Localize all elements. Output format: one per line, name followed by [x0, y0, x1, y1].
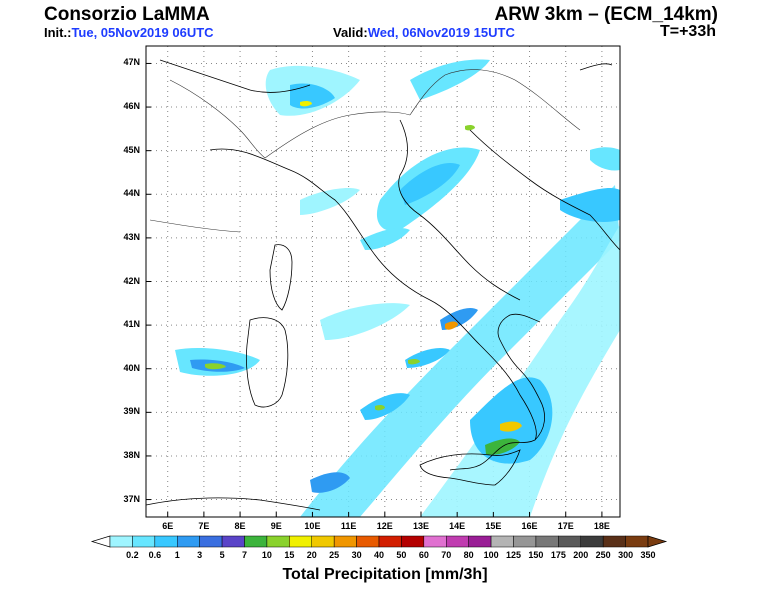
colorbar-swatch	[535, 535, 559, 548]
colorbar-label: 3	[197, 550, 203, 560]
colorbar-label: 15	[284, 550, 295, 560]
lon-tick-label: 13E	[412, 521, 429, 531]
lat-tick-label: 40N	[123, 362, 140, 373]
colorbar-swatch	[109, 535, 133, 548]
init-value: Tue, 05Nov2019 06UTC	[71, 25, 214, 40]
colorbar-swatch	[199, 535, 223, 548]
colorbar-swatch	[311, 535, 335, 548]
colorbar-title: Total Precipitation [mm/3h]	[282, 566, 488, 583]
forecast-step: T=+33h	[659, 23, 716, 40]
lat-tick-label: 46N	[123, 101, 140, 112]
colorbar-swatch	[558, 535, 581, 548]
lat-tick-label: 39N	[123, 406, 140, 417]
colorbar-swatch	[132, 535, 156, 548]
lat-tick-label: 41N	[123, 319, 140, 330]
colorbar-label: 250	[595, 550, 611, 560]
lon-tick-label: 17E	[557, 521, 574, 531]
lon-tick-label: 15E	[485, 521, 502, 531]
borders	[149, 69, 581, 233]
lon-tick-label: 11E	[340, 521, 357, 531]
colorbar-label: 7	[241, 550, 248, 560]
axis-ticks	[146, 62, 603, 517]
colorbar-label: 0.6	[148, 550, 162, 560]
colorbar-swatch	[221, 535, 245, 548]
colorbar-label: 10	[261, 550, 272, 560]
colorbar-swatch	[154, 535, 178, 548]
colorbar-label: 80	[463, 550, 474, 560]
colorbar-swatch	[356, 535, 380, 548]
colorbar-swatch	[580, 535, 604, 548]
lon-tick-label: 8E	[234, 521, 246, 531]
colorbar	[90, 535, 668, 548]
colorbar-label: 200	[573, 550, 589, 560]
colorbar-high-arrow	[647, 535, 668, 548]
colorbar-swatch	[266, 535, 290, 548]
lon-tick-label: 7E	[198, 521, 210, 531]
organization-title: Consorzio LaMMA	[44, 4, 210, 25]
init-label: Init.:	[44, 25, 72, 40]
lon-tick-label: 10E	[304, 521, 321, 531]
colorbar-label: 25	[329, 550, 340, 560]
colorbar-label: 40	[373, 550, 385, 560]
colorbar-label: 60	[418, 550, 429, 560]
lat-tick-label: 47N	[123, 57, 140, 68]
lat-tick-label: 43N	[123, 231, 140, 242]
lat-tick-label: 37N	[123, 493, 140, 504]
lat-tick-label: 42N	[123, 275, 140, 286]
colorbar-label: 350	[640, 550, 656, 560]
lat-tick-label: 45N	[123, 144, 140, 155]
init-time: Init.:Tue, 05Nov2019 06UTC	[44, 25, 214, 40]
valid-label: Valid:	[333, 25, 368, 40]
colorbar-swatch	[490, 535, 514, 548]
colorbar-swatch	[177, 535, 200, 548]
colorbar-swatch	[333, 535, 357, 548]
colorbar-label: 50	[396, 550, 407, 560]
colorbar-swatch	[602, 535, 626, 548]
lon-tick-label: 14E	[449, 521, 466, 531]
lon-tick-label: 9E	[270, 521, 282, 531]
colorbar-label: 0.2	[126, 550, 139, 560]
colorbar-swatch	[446, 535, 469, 548]
colorbar-label: 5	[219, 550, 225, 560]
colorbar-swatch	[289, 535, 313, 548]
precipitation-field	[175, 59, 620, 517]
model-title: ARW 3km – (ECM_14km)	[494, 4, 718, 25]
colorbar-low-arrow	[90, 535, 111, 548]
valid-time: Valid:Wed, 06Nov2019 15UTC	[333, 25, 515, 40]
colorbar-label: 20	[306, 550, 317, 560]
lon-tick-label: 16E	[521, 521, 538, 531]
colorbar-swatch	[513, 535, 537, 548]
lat-tick-label: 44N	[123, 188, 140, 199]
colorbar-label: 150	[528, 550, 544, 560]
colorbar-label: 1	[174, 550, 180, 560]
lat-tick-label: 38N	[123, 449, 140, 460]
colorbar-swatch	[423, 535, 447, 548]
lon-tick-label: 18E	[593, 521, 610, 531]
colorbar-label: 175	[550, 550, 566, 560]
colorbar-swatch	[625, 535, 649, 548]
colorbar-swatch	[468, 535, 492, 548]
valid-value: Wed, 06Nov2019 15UTC	[367, 25, 515, 40]
colorbar-swatch	[401, 535, 425, 548]
colorbar-label: 100	[483, 550, 499, 560]
coastlines	[146, 59, 620, 511]
colorbar-label: 30	[351, 550, 362, 560]
colorbar-label: 300	[618, 550, 634, 560]
colorbar-swatch	[244, 535, 268, 548]
colorbar-label: 70	[441, 550, 452, 560]
colorbar-swatch	[378, 535, 402, 548]
lon-tick-label: 6E	[162, 521, 174, 531]
lon-tick-label: 12E	[376, 521, 393, 531]
colorbar-label: 125	[505, 550, 522, 560]
